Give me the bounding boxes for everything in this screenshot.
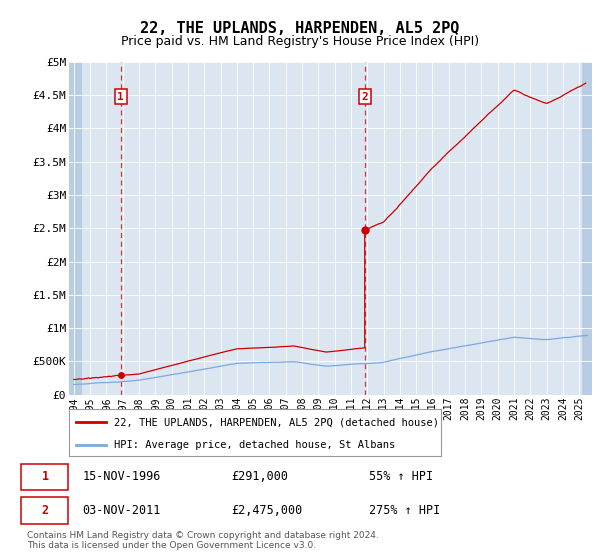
FancyBboxPatch shape	[22, 464, 68, 490]
Text: 1: 1	[41, 470, 49, 483]
Text: 03-NOV-2011: 03-NOV-2011	[82, 503, 161, 517]
Text: 22, THE UPLANDS, HARPENDEN, AL5 2PQ (detached house): 22, THE UPLANDS, HARPENDEN, AL5 2PQ (det…	[113, 417, 439, 427]
Text: 55% ↑ HPI: 55% ↑ HPI	[369, 470, 433, 483]
Text: HPI: Average price, detached house, St Albans: HPI: Average price, detached house, St A…	[113, 440, 395, 450]
Bar	[582, 62, 592, 395]
Text: 15-NOV-1996: 15-NOV-1996	[82, 470, 161, 483]
Text: Contains HM Land Registry data © Crown copyright and database right 2024.
This d: Contains HM Land Registry data © Crown c…	[27, 531, 379, 550]
Text: 2: 2	[41, 503, 49, 517]
Text: £2,475,000: £2,475,000	[231, 503, 302, 517]
FancyBboxPatch shape	[22, 497, 68, 524]
Text: 22, THE UPLANDS, HARPENDEN, AL5 2PQ: 22, THE UPLANDS, HARPENDEN, AL5 2PQ	[140, 21, 460, 36]
Text: Price paid vs. HM Land Registry's House Price Index (HPI): Price paid vs. HM Land Registry's House …	[121, 35, 479, 48]
Text: £291,000: £291,000	[231, 470, 288, 483]
Text: 275% ↑ HPI: 275% ↑ HPI	[369, 503, 440, 517]
Bar	[69, 62, 82, 395]
Text: 2: 2	[361, 92, 368, 101]
Text: 1: 1	[118, 92, 124, 101]
